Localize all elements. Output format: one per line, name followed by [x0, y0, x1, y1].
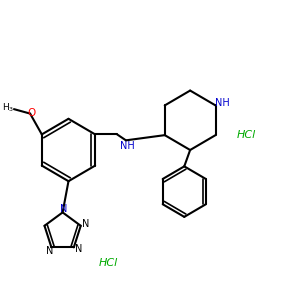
Text: N: N: [75, 244, 83, 254]
Text: HCl: HCl: [98, 258, 118, 268]
Text: N: N: [46, 246, 54, 256]
Text: N: N: [82, 219, 90, 229]
Text: NH: NH: [120, 141, 135, 151]
Text: H$_3$: H$_3$: [2, 101, 14, 114]
Text: O: O: [27, 108, 36, 118]
Text: NH: NH: [215, 98, 230, 108]
Text: N: N: [60, 204, 68, 214]
Text: HCl: HCl: [236, 130, 256, 140]
